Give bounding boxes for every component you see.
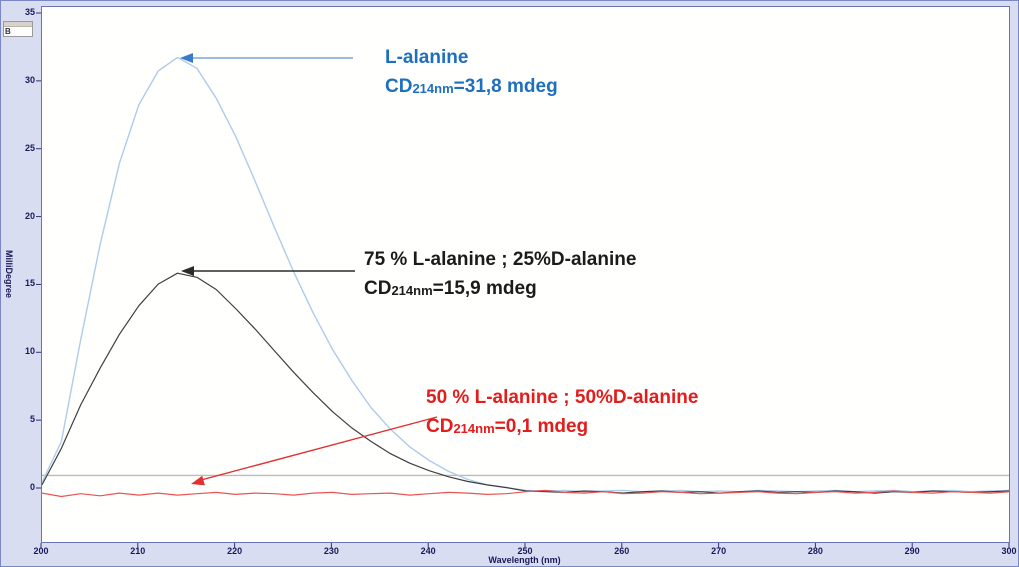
x-tick-label-300: 300 [1001,546,1017,556]
x-tick-label-250: 250 [517,546,533,556]
y-tick-label-15: 15 [24,278,35,289]
annotation-50-50-mix: 50 % L-alanine ; 50%D-alanine CD214nm=0,… [426,383,698,442]
annotation-75-25-name: 75 % L-alanine ; 25%D-alanine [364,249,637,270]
x-axis-label: Wavelength (nm) [488,555,561,565]
x-tick-label-220: 220 [227,546,243,556]
x-tick-label-290: 290 [904,546,920,556]
y-tick-label-0: 0 [29,482,35,492]
x-tick-label-270: 270 [711,546,727,556]
mini-window-glyph: B [5,27,11,36]
y-tick-label-35: 35 [24,7,35,17]
x-tick-label-260: 260 [614,546,630,556]
y-tick-label-25: 25 [24,142,35,153]
x-tick-label-210: 210 [130,546,146,556]
curve-75-l-alanine-25-d-alanine [42,272,1009,494]
x-tick-label-200: 200 [33,546,49,556]
mini-window-titlebar [4,22,32,27]
y-tick-label-30: 30 [24,74,35,85]
curve-50-l-alanine-50-d-alanine [42,489,1009,498]
annotation-75-25-cd-value: CD214nm=15,9 mdeg [364,278,537,299]
annotation-l-alanine-name: L-alanine [385,47,469,68]
annotation-l-alanine-cd-value: CD214nm=31,8 mdeg [385,76,558,97]
annotation-50-50-name: 50 % L-alanine ; 50%D-alanine [426,387,699,408]
y-tick-label-5: 5 [29,414,35,425]
mini-window-widget[interactable]: B [3,21,33,37]
x-tick-label-240: 240 [420,546,436,556]
annotation-50-50-cd-value: CD214nm=0,1 mdeg [426,416,589,437]
y-tick-label-10: 10 [24,346,35,357]
y-tick-label-20: 20 [24,210,35,221]
y-axis-label: MilliDegree [4,249,14,298]
x-tick-label-280: 280 [807,546,823,556]
annotation-l-alanine: L-alanine CD214nm=31,8 mdeg [385,43,558,102]
annotation-75-25-mix: 75 % L-alanine ; 25%D-alanine CD214nm=15… [364,245,636,304]
x-tick-label-230: 230 [323,546,339,556]
